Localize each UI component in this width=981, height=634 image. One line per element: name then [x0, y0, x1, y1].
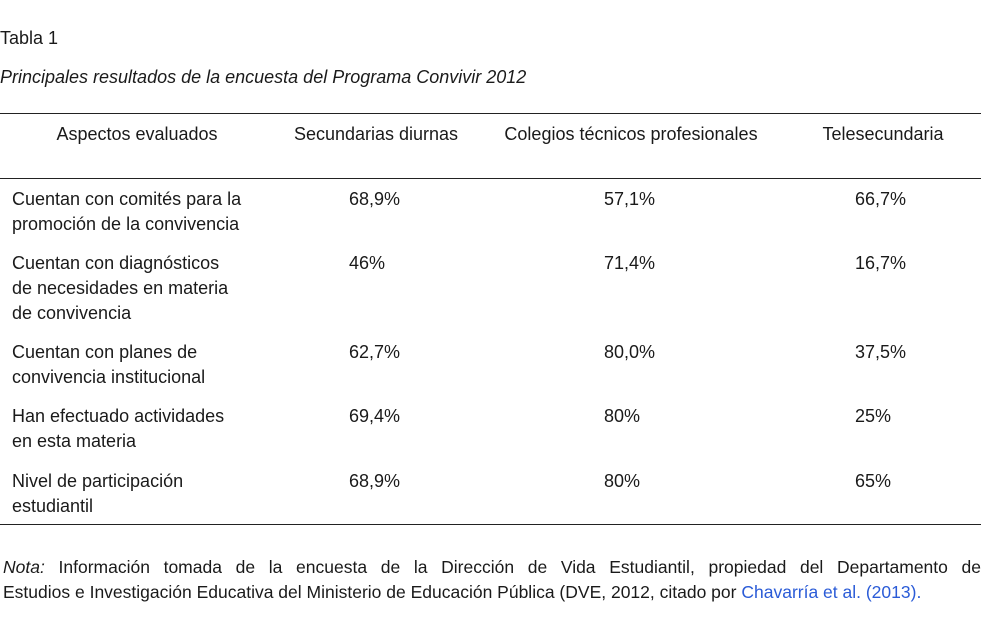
- table-title: Principales resultados de la encuesta de…: [0, 67, 527, 87]
- table-label: Tabla 1: [0, 28, 59, 48]
- aspect-line: Cuentan con comités para la: [12, 189, 242, 209]
- note-line-1: Nota: Información tomada de la encuesta …: [3, 555, 981, 580]
- aspect-line: estudiantil: [12, 496, 94, 516]
- aspect-cell: Nivel de participación estudiantil: [12, 469, 274, 519]
- header-secundarias: Secundarias diurnas: [293, 124, 459, 144]
- value-telesecundaria: 25%: [855, 406, 892, 426]
- aspect-cell: Cuentan con planes de convivencia instit…: [12, 340, 274, 390]
- aspect-line: en esta materia: [12, 431, 137, 451]
- value-colegios: 80,0%: [604, 342, 656, 362]
- aspect-cell: Cuentan con comités para la promoción de…: [12, 187, 274, 237]
- value-telesecundaria: 37,5%: [855, 342, 907, 362]
- aspect-line: Han efectuado actividades: [12, 406, 225, 426]
- value-secundarias: 68,9%: [349, 189, 401, 209]
- aspect-cell: Cuentan con diagnósticos de necesidades …: [12, 251, 274, 326]
- value-colegios: 80%: [604, 471, 641, 491]
- aspect-line: Cuentan con planes de: [12, 342, 198, 362]
- value-secundarias: 68,9%: [349, 471, 401, 491]
- value-secundarias: 69,4%: [349, 406, 401, 426]
- value-secundarias: 62,7%: [349, 342, 401, 362]
- table-bottom-rule: [0, 524, 981, 525]
- note-line-2: Estudios e Investigación Educativa del M…: [3, 580, 981, 605]
- note-text-1: Información tomada de la encuesta de la …: [58, 557, 981, 577]
- header-rule: [0, 178, 981, 179]
- value-telesecundaria: 16,7%: [855, 253, 907, 273]
- aspect-line: de necesidades en materia: [12, 278, 229, 298]
- value-secundarias: 46%: [349, 253, 386, 273]
- value-colegios: 57,1%: [604, 189, 656, 209]
- table-note: Nota: Información tomada de la encuesta …: [3, 555, 981, 605]
- aspect-line: Nivel de participación: [12, 471, 184, 491]
- aspect-cell: Han efectuado actividades en esta materi…: [12, 404, 274, 454]
- value-colegios: 80%: [604, 406, 641, 426]
- header-aspectos: Aspectos evaluados: [56, 124, 218, 144]
- value-colegios: 71,4%: [604, 253, 656, 273]
- note-label: Nota:: [3, 557, 45, 577]
- header-telesecundaria: Telesecundaria: [822, 124, 944, 144]
- value-telesecundaria: 66,7%: [855, 189, 907, 209]
- aspect-line: Cuentan con diagnósticos: [12, 253, 220, 273]
- note-text-2: Estudios e Investigación Educativa del M…: [3, 582, 737, 602]
- aspect-line: promoción de la convivencia: [12, 214, 240, 234]
- header-colegios: Colegios técnicos profesionales: [504, 124, 758, 144]
- aspect-line: de convivencia: [12, 303, 132, 323]
- aspect-line: convivencia institucional: [12, 367, 206, 387]
- table-top-rule: [0, 113, 981, 114]
- value-telesecundaria: 65%: [855, 471, 892, 491]
- citation-link[interactable]: Chavarría et al. (2013).: [741, 582, 922, 602]
